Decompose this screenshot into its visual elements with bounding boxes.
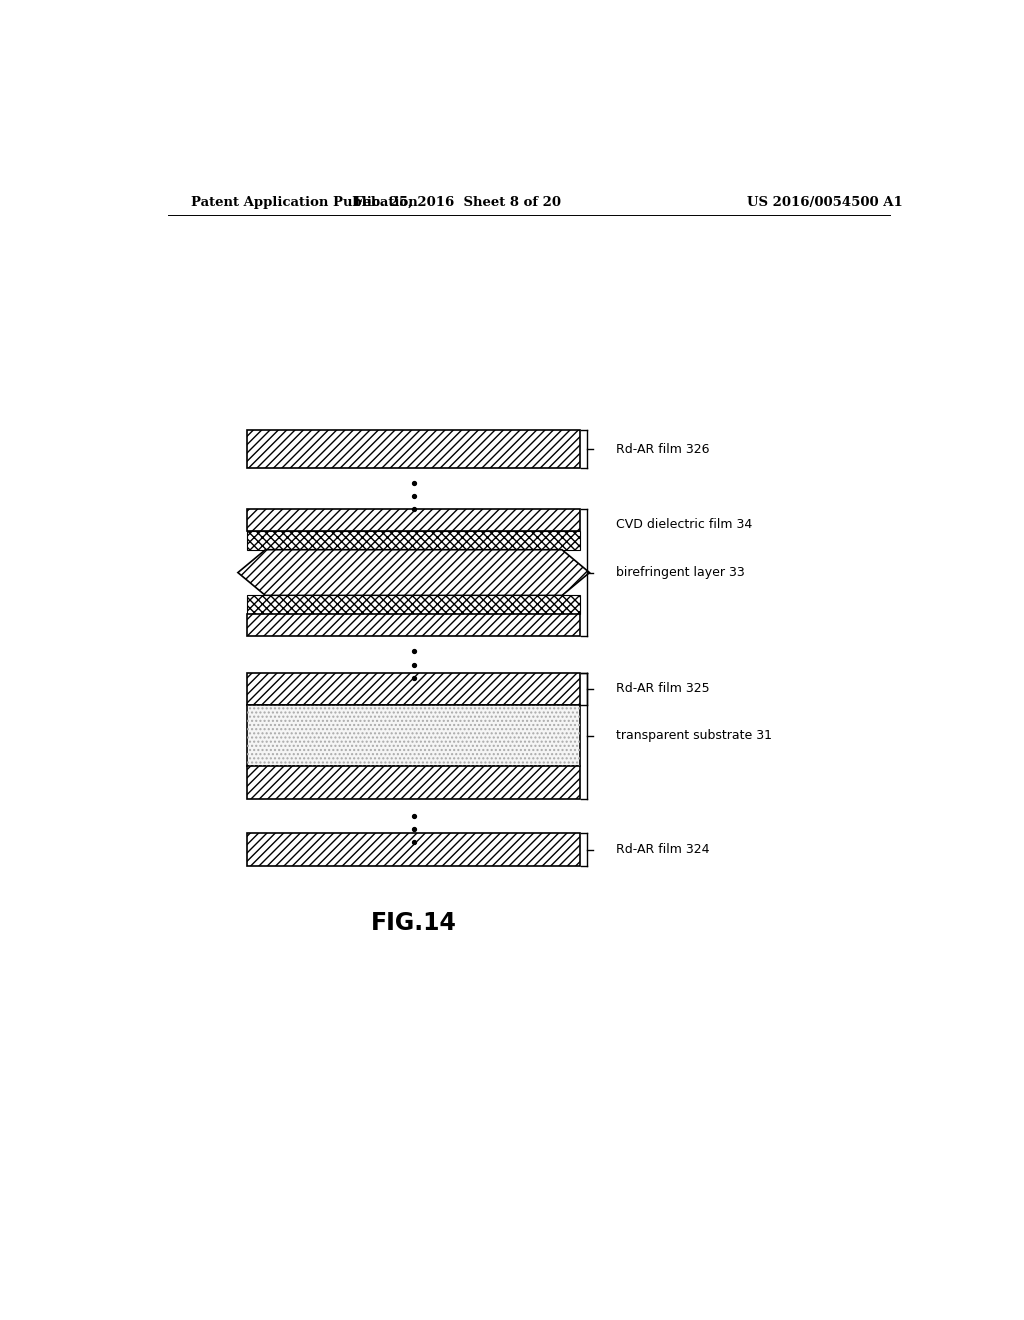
Bar xyxy=(247,833,581,866)
Text: Rd-AR film 326: Rd-AR film 326 xyxy=(616,442,710,455)
Text: Feb. 25, 2016  Sheet 8 of 20: Feb. 25, 2016 Sheet 8 of 20 xyxy=(354,197,561,209)
Bar xyxy=(247,766,581,799)
Bar xyxy=(247,510,581,532)
Text: Patent Application Publication: Patent Application Publication xyxy=(191,197,418,209)
Bar xyxy=(247,614,581,636)
Bar xyxy=(247,833,581,866)
Bar xyxy=(247,532,581,549)
Bar xyxy=(247,595,581,614)
Bar xyxy=(247,532,581,549)
Bar xyxy=(247,430,581,469)
Text: transparent substrate 31: transparent substrate 31 xyxy=(616,729,772,742)
Bar xyxy=(247,673,581,705)
Bar xyxy=(247,673,581,705)
Text: Rd-AR film 325: Rd-AR film 325 xyxy=(616,682,710,696)
Bar xyxy=(247,705,581,766)
Text: FIG.14: FIG.14 xyxy=(371,911,457,935)
Bar xyxy=(247,595,581,614)
Text: US 2016/0054500 A1: US 2016/0054500 A1 xyxy=(748,197,903,209)
Bar xyxy=(247,766,581,799)
Bar xyxy=(247,614,581,636)
Bar xyxy=(247,705,581,766)
Polygon shape xyxy=(238,549,590,595)
Text: birefringent layer 33: birefringent layer 33 xyxy=(616,566,744,579)
Bar xyxy=(247,510,581,532)
Text: Rd-AR film 324: Rd-AR film 324 xyxy=(616,843,710,857)
Text: CVD dielectric film 34: CVD dielectric film 34 xyxy=(616,519,753,531)
Bar xyxy=(247,430,581,469)
